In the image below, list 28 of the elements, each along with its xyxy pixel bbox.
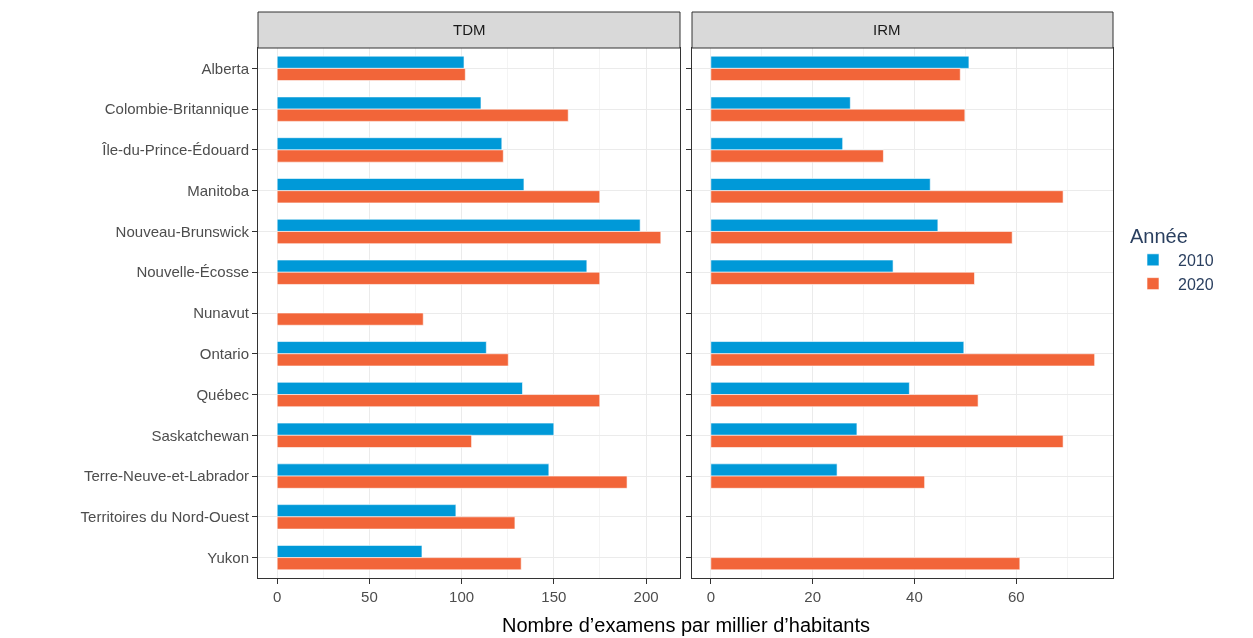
x-tick-label: 20 xyxy=(804,588,821,605)
y-tick-label: Alberta xyxy=(201,59,250,77)
x-tick-label: 50 xyxy=(361,588,378,605)
legend-label: 2010 xyxy=(1178,252,1214,270)
y-tick-label: Saskatchewan xyxy=(151,426,249,444)
y-tick-label: Québec xyxy=(196,385,250,403)
x-tick-label: 100 xyxy=(449,588,475,605)
chart-title: TDM xyxy=(453,21,486,38)
chart-title: IRM xyxy=(873,21,901,38)
y-tick-label: Colombie-Britannique xyxy=(104,100,249,118)
y-tick-label: Yukon xyxy=(207,548,249,566)
x-axis-title: Nombre d’examens par millier d’habitants xyxy=(502,614,870,636)
x-tick-label: 0 xyxy=(273,588,282,605)
y-tick-label: Territoires du Nord-Ouest xyxy=(80,508,250,526)
y-tick-label: Terre-Neuve-et-Labrador xyxy=(83,467,249,485)
x-tick-label: 150 xyxy=(541,588,567,605)
y-tick-label: Nouvelle-Écosse xyxy=(136,263,249,281)
x-tick-label: 40 xyxy=(906,588,923,605)
y-tick-label: Ontario xyxy=(199,345,249,363)
legend-title: Année xyxy=(1130,224,1188,247)
x-tick-label: 60 xyxy=(1007,588,1025,605)
y-tick-label: Île-du-Prince-Édouard xyxy=(101,141,249,159)
x-tick-label: 0 xyxy=(706,588,716,605)
y-tick-label: Nouveau-Brunswick xyxy=(115,222,250,240)
legend-label: 2020 xyxy=(1178,275,1214,293)
y-tick-label: Manitoba xyxy=(187,181,250,199)
x-tick-label: 200 xyxy=(633,588,659,605)
y-tick-label: Nunavut xyxy=(193,304,250,322)
